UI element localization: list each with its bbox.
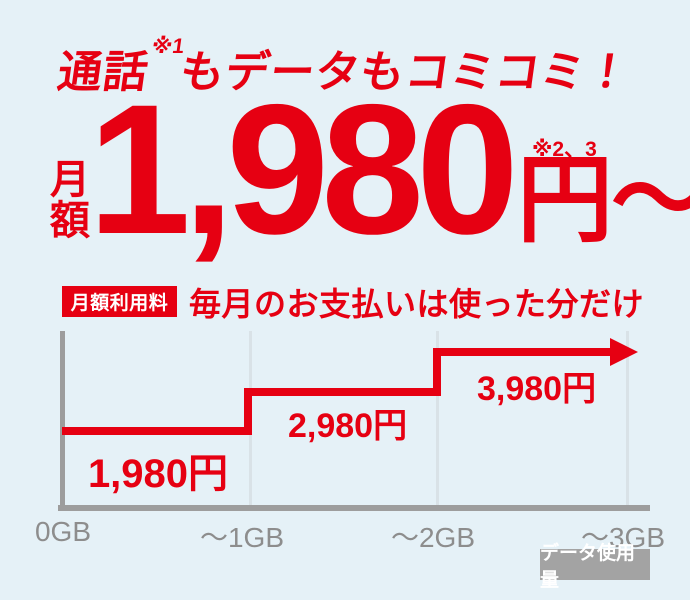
step-line	[62, 348, 614, 435]
monthly-fee-badge: 月額利用料	[62, 286, 177, 317]
x-tick-0gb: 0GB	[34, 516, 92, 547]
price-unit-yen: 円	[516, 147, 613, 254]
data-usage-badge: データ使用量	[540, 543, 650, 591]
price-prefix-monthly: 月額	[50, 158, 90, 243]
step-line-arrowhead	[610, 338, 638, 366]
x-tick-3gb: 〜3GB	[580, 522, 666, 553]
x-tick-1gb: 〜1GB	[199, 522, 285, 553]
x-tick-2gb: 〜2GB	[390, 522, 476, 553]
chart-x-axis	[58, 505, 650, 511]
price-row: 1,980 円 〜	[88, 78, 690, 263]
price-footnote-2-3: ※2、3	[532, 138, 597, 161]
step-price-label-3: 3,980円	[477, 370, 597, 408]
chart-y-axis	[60, 331, 65, 511]
pay-as-you-use-text: 毎月のお支払いは使った分だけ	[189, 286, 645, 322]
step-price-label-1: 1,980円	[87, 452, 229, 496]
price-tilde: 〜	[611, 153, 690, 249]
step-price-label-2: 2,980円	[288, 407, 408, 445]
price-amount: 1,980	[88, 67, 519, 273]
